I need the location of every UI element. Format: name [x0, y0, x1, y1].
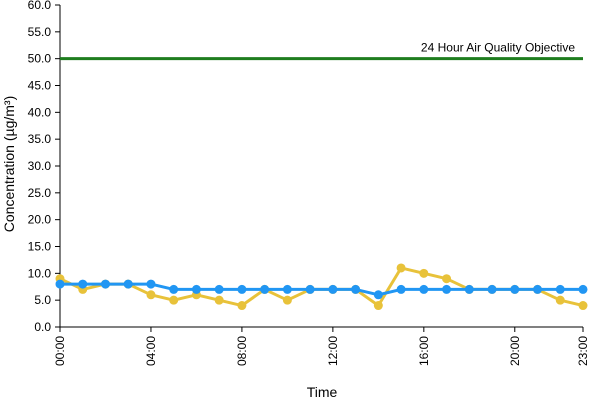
- x-tick-label: 08:00: [235, 336, 249, 366]
- data-point: [328, 284, 338, 294]
- data-point: [237, 284, 247, 294]
- x-tick-label: 16:00: [417, 336, 431, 366]
- data-point: [442, 284, 452, 294]
- y-tick-label: 20.0: [28, 213, 52, 227]
- y-tick-label: 60.0: [28, 0, 52, 12]
- data-point: [464, 284, 474, 294]
- data-point: [169, 284, 179, 294]
- data-point: [100, 279, 110, 289]
- series-1: [55, 263, 588, 311]
- reference-line-label: 24 Hour Air Quality Objective: [421, 41, 575, 55]
- data-point: [555, 295, 565, 305]
- data-point: [214, 284, 224, 294]
- data-point: [78, 279, 88, 289]
- data-point: [419, 284, 429, 294]
- x-axis-title: Time: [307, 384, 338, 400]
- data-point: [442, 274, 452, 284]
- y-tick-label: 50.0: [28, 52, 52, 66]
- data-point: [214, 295, 224, 305]
- data-point: [282, 295, 292, 305]
- data-point: [487, 284, 497, 294]
- data-point: [191, 284, 201, 294]
- data-point: [169, 295, 179, 305]
- data-point: [396, 284, 406, 294]
- data-point: [146, 290, 156, 300]
- x-tick-label: 00:00: [53, 336, 67, 366]
- y-tick-label: 15.0: [28, 240, 52, 254]
- data-point: [237, 301, 247, 311]
- data-point: [373, 301, 383, 311]
- y-tick-label: 10.0: [28, 266, 52, 280]
- data-point: [419, 268, 429, 278]
- data-point: [555, 284, 565, 294]
- y-tick-label: 25.0: [28, 186, 52, 200]
- data-point: [578, 284, 588, 294]
- data-point: [396, 263, 406, 273]
- y-tick-label: 40.0: [28, 105, 52, 119]
- data-point: [55, 279, 65, 289]
- data-point: [146, 279, 156, 289]
- reference-line-group: 24 Hour Air Quality Objective: [60, 41, 583, 61]
- x-tick-label: 04:00: [144, 336, 158, 366]
- y-axis: 0.0 5.0 10.0 15.0 20.0 25.0 30.0 35.0 40.0 45.0 50…: [28, 0, 61, 334]
- y-tick-label: 45.0: [28, 79, 52, 93]
- y-tick-label: 0.0: [34, 320, 51, 334]
- data-point: [373, 290, 383, 300]
- data-point: [533, 284, 543, 294]
- data-point: [351, 284, 361, 294]
- data-point: [305, 284, 315, 294]
- series-group: [55, 263, 588, 311]
- data-point: [123, 279, 133, 289]
- series-2: [55, 279, 588, 300]
- x-tick-label: 23:00: [576, 336, 590, 366]
- y-axis-title: Concentration (µg/m³): [1, 96, 17, 232]
- y-tick-label: 55.0: [28, 25, 52, 39]
- x-axis: 00:00 04:00 08:00 12:00 16:00 20:00 23:00: [53, 326, 590, 366]
- data-point: [578, 301, 588, 311]
- data-point: [260, 284, 270, 294]
- data-point: [510, 284, 520, 294]
- y-tick-label: 5.0: [34, 293, 51, 307]
- series-line: [59, 266, 584, 308]
- x-tick-label: 20:00: [508, 336, 522, 366]
- data-point: [282, 284, 292, 294]
- y-tick-label: 35.0: [28, 132, 52, 146]
- x-tick-label: 12:00: [326, 336, 340, 366]
- y-tick-label: 30.0: [28, 159, 52, 173]
